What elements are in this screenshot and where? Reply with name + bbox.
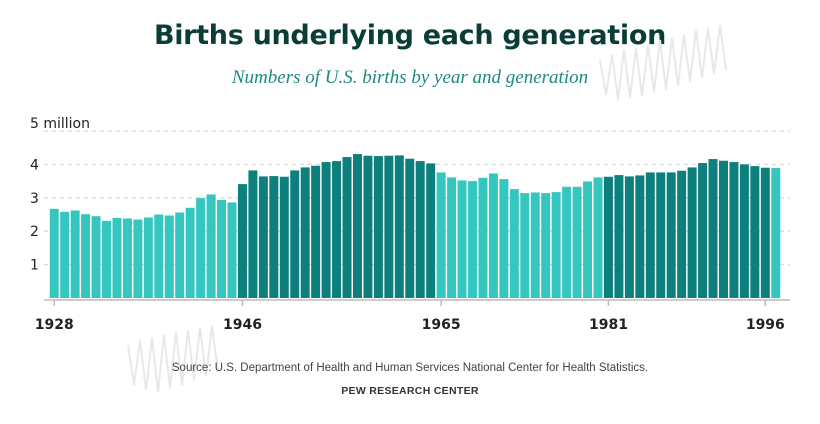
label-layer: 1 2 3 4 5 million 1928 1946 1965 1981 1996	[30, 116, 785, 333]
x-tick-label: 1946	[223, 317, 262, 333]
chart-title: Births underlying each generation	[153, 20, 667, 51]
source-note: Source: U.S. Department of Health and Hu…	[171, 362, 649, 374]
bar-1936	[133, 219, 143, 298]
x-tick-label: 1996	[746, 317, 785, 333]
bar-1948	[258, 176, 268, 298]
bar-1957	[352, 154, 362, 298]
bar-1958	[363, 155, 373, 298]
bar-1974	[530, 192, 540, 298]
bar-1967	[457, 180, 467, 298]
bar-1938	[154, 214, 164, 298]
bar-1947	[248, 170, 258, 298]
y-tick-label: 5 million	[30, 116, 90, 132]
bar-1933	[102, 220, 112, 298]
bar-1988	[677, 170, 687, 298]
bar-1985	[645, 172, 655, 298]
bar-1939	[164, 215, 174, 298]
x-tick-label: 1981	[589, 317, 628, 333]
bar-1959	[373, 156, 383, 298]
bar-1978	[572, 186, 582, 298]
bar-1990	[698, 163, 708, 298]
bar-1982	[614, 175, 624, 298]
bar-1954	[321, 162, 331, 298]
bar-1955	[332, 161, 342, 298]
bar-1977	[562, 186, 572, 298]
y-tick-label: 3	[30, 191, 39, 207]
bar-1996	[760, 167, 770, 298]
bar-1980	[593, 177, 603, 298]
bar-1976	[551, 192, 561, 298]
bar-1970	[488, 173, 498, 298]
bar-layer	[49, 154, 781, 298]
bar-1979	[583, 181, 593, 298]
bar-1975	[541, 193, 551, 298]
bar-1964	[426, 163, 436, 298]
x-tick-label: 1928	[35, 317, 74, 333]
bar-1946	[237, 184, 247, 298]
bar-1963	[415, 161, 425, 298]
y-tick-label: 2	[30, 224, 39, 240]
decorative-scribble-bottom-left	[127, 325, 219, 393]
bar-1928	[49, 208, 59, 298]
chart-subtitle: Numbers of U.S. births by year and gener…	[231, 67, 589, 88]
bar-1943	[206, 194, 216, 298]
bar-1993	[729, 162, 739, 298]
bar-1935	[122, 218, 132, 298]
bar-1949	[269, 176, 279, 298]
bar-1981	[603, 176, 613, 298]
bar-1941	[185, 207, 195, 298]
bar-1969	[478, 177, 488, 298]
bar-1937	[143, 217, 153, 298]
bar-1940	[175, 212, 185, 298]
bar-1986	[656, 172, 666, 298]
bar-1953	[311, 165, 321, 298]
bar-1994	[739, 164, 749, 298]
bar-1992	[718, 160, 728, 298]
bar-1983	[624, 176, 634, 298]
bar-1945	[227, 202, 237, 298]
bar-1951	[290, 170, 300, 298]
bar-1950	[279, 176, 289, 298]
bar-1966	[447, 177, 457, 298]
y-tick-label: 1	[30, 258, 39, 274]
bar-1987	[666, 172, 676, 298]
bar-1934	[112, 217, 122, 298]
decorative-scribble-top-right	[599, 24, 727, 101]
bar-1931	[81, 214, 91, 298]
bar-1932	[91, 216, 101, 298]
bar-1930	[70, 210, 80, 298]
bar-1984	[635, 175, 645, 298]
bar-1989	[687, 167, 697, 298]
bar-1956	[342, 157, 352, 298]
bar-1968	[468, 181, 478, 298]
bar-1942	[196, 198, 206, 298]
y-tick-label: 4	[30, 157, 39, 173]
bar-1972	[509, 189, 519, 298]
bar-1944	[217, 199, 227, 298]
bar-1929	[60, 211, 70, 298]
x-tick-label: 1965	[422, 317, 461, 333]
bar-1997	[771, 168, 781, 298]
bar-1962	[405, 158, 415, 298]
bar-1960	[384, 155, 394, 298]
bar-1973	[520, 193, 530, 298]
bar-1995	[750, 166, 760, 298]
bar-1991	[708, 159, 718, 298]
credit-line: PEW RESEARCH CENTER	[341, 385, 479, 397]
bar-1952	[300, 167, 310, 298]
bar-1965	[436, 172, 446, 298]
bar-1971	[499, 179, 509, 298]
bar-1961	[394, 155, 404, 298]
